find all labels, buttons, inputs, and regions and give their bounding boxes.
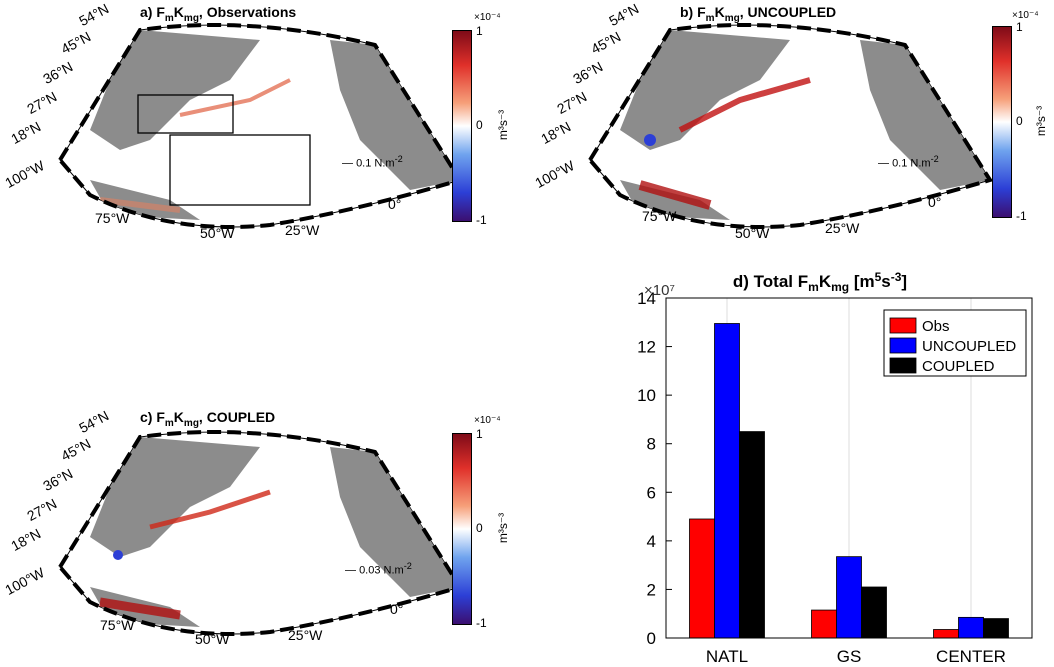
bar-uncoupled-gs <box>836 556 862 639</box>
lon-50-c: 50°W <box>195 631 230 647</box>
cb-exp-c: ×10⁻⁴ <box>474 415 501 426</box>
bar-obs-gs <box>811 609 837 639</box>
panel-a-title: a) FmKmg, Observations <box>140 4 297 24</box>
scale-label-a: — 0.1 N.m-2 <box>342 154 403 170</box>
cb-mid-a: 0 <box>476 118 483 132</box>
bar-chart-total: d) Total FmKmg [m5s-3] ×10⁷ 0 2 4 6 8 10 12 14 N… <box>637 270 1033 665</box>
colorbar-a <box>452 30 472 222</box>
legend-swatch <box>889 357 917 374</box>
y-tick-label: 10 <box>637 386 656 405</box>
scale-label-b: — 0.1 N.m-2 <box>878 154 939 170</box>
cb-bot-c: -1 <box>476 616 487 630</box>
panel-c-title: c) FmKmg, COUPLED <box>140 409 276 429</box>
y-tick-label: 12 <box>637 338 656 357</box>
map-c <box>57 430 464 636</box>
panel-b-title: b) FmKmg, UNCOUPLED <box>680 4 837 24</box>
colorbar-c <box>452 433 472 625</box>
y-tick-label: 14 <box>637 289 656 308</box>
lon-0-b: 0° <box>928 194 942 210</box>
cb-bot-b: -1 <box>1016 209 1027 223</box>
bar-obs-natl <box>689 518 715 639</box>
cb-top-b: 1 <box>1016 20 1023 34</box>
cb-unit-c: m³s⁻³ <box>496 512 511 544</box>
bar-uncoupled-natl <box>714 323 740 639</box>
panel-b: b) FmKmg, UNCOUPLED 54°N 45°N 36°N 27°N … <box>530 0 1054 250</box>
y-tick-label: 2 <box>647 580 656 599</box>
legend-label: COUPLED <box>922 358 995 375</box>
map-b <box>587 23 994 229</box>
x-tick-label: CENTER <box>936 647 1006 665</box>
lon-0-c: 0° <box>390 601 404 617</box>
lon-25-b: 25°W <box>825 220 860 236</box>
x-tick-label: GS <box>837 647 862 665</box>
bar-coupled-gs <box>861 586 887 639</box>
legend: Obs UNCOUPLED COUPLED <box>883 309 1027 377</box>
y-tick-label: 4 <box>647 532 656 551</box>
panel-c: c) FmKmg, COUPLED 54°N 45°N 36°N 27°N 18… <box>0 405 520 667</box>
lon-25-c: 25°W <box>288 627 323 643</box>
cb-unit-b: m³s⁻³ <box>1034 105 1049 137</box>
cb-top-c: 1 <box>476 427 483 441</box>
panel-a: a) FmKmg, Observations 54°N 45°N 36°N 27… <box>0 0 520 250</box>
bar-uncoupled-center <box>958 616 984 639</box>
bar-coupled-center <box>983 618 1009 639</box>
lon-75-a: 75°W <box>95 210 130 226</box>
y-tick-label: 0 <box>647 629 656 648</box>
y-exponent: ×10⁷ <box>644 282 675 299</box>
cb-unit-a: m³s⁻³ <box>496 109 511 141</box>
legend-label: Obs <box>922 318 950 335</box>
cb-top-a: 1 <box>476 24 483 38</box>
cb-bot-a: -1 <box>476 213 487 227</box>
chart-title: d) Total FmKmg [m5s-3] <box>733 270 907 294</box>
legend-swatch <box>889 317 917 334</box>
cb-mid-c: 0 <box>476 521 483 535</box>
lon-75-b: 75°W <box>642 208 677 224</box>
legend-label: UNCOUPLED <box>922 338 1016 355</box>
scale-label-c: — 0.03 N.m-2 <box>345 561 412 577</box>
plot-frame <box>665 297 1033 639</box>
cb-exp-b: ×10⁻⁴ <box>1012 10 1039 21</box>
y-tick-label: 8 <box>647 435 656 454</box>
x-tick-label: NATL <box>706 647 748 665</box>
lon-50-b: 50°W <box>735 225 770 241</box>
lon-50-a: 50°W <box>200 225 235 241</box>
map-a <box>57 23 464 229</box>
lon-0-a: 0° <box>388 196 402 212</box>
bar-obs-center <box>933 629 959 639</box>
lon-75-c: 75°W <box>100 617 135 633</box>
bar-coupled-natl <box>739 431 765 639</box>
y-tick-label: 6 <box>647 483 656 502</box>
legend-swatch <box>889 337 917 354</box>
lon-25-a: 25°W <box>285 222 320 238</box>
cb-exp-a: ×10⁻⁴ <box>474 12 501 23</box>
colorbar-b <box>992 26 1012 218</box>
cb-mid-b: 0 <box>1016 114 1023 128</box>
